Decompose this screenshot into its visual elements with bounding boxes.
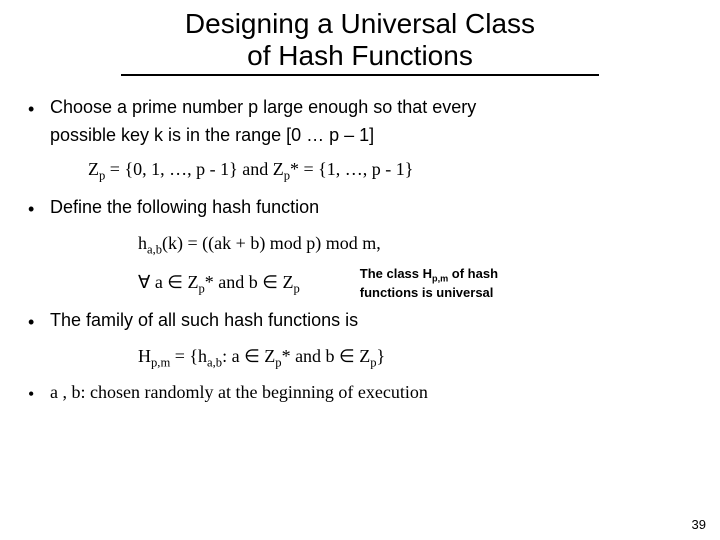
hab-subscript: a,b xyxy=(147,243,162,257)
universal-note: The class Hp,m of hash functions is univ… xyxy=(360,266,550,301)
bullet-1-text: Choose a prime number p large enough so … xyxy=(50,94,692,150)
bullet-marker: • xyxy=(28,194,50,224)
family-rest: : a ∈ Zp* and b ∈ Zp} xyxy=(222,346,385,366)
title-line-1: Designing a Universal Class xyxy=(185,8,535,39)
bullet-marker: • xyxy=(28,379,50,409)
note-part-1: The class H xyxy=(360,266,432,281)
bullet-4-text: a , b: chosen randomly at the beginning … xyxy=(50,379,692,407)
bullet-4: • a , b: chosen randomly at the beginnin… xyxy=(28,379,692,409)
zp-definition: Zp = {0, 1, …, p - 1} and Zp* = {1, …, p… xyxy=(88,156,692,186)
hash-function-formula: ha,b(k) = ((ak + b) mod p) mod m, xyxy=(138,230,692,260)
bullet-1: • Choose a prime number p large enough s… xyxy=(28,94,692,150)
bullet-2: • Define the following hash function xyxy=(28,194,692,224)
bullet-3: • The family of all such hash functions … xyxy=(28,307,692,337)
page-number: 39 xyxy=(692,517,706,532)
family-sub: a,b xyxy=(207,356,222,370)
family-formula: Hp,m = {ha,b: a ∈ Zp* and b ∈ Zp} xyxy=(138,343,692,373)
bullet-1-line-2: possible key k is in the range [0 … p – … xyxy=(50,125,374,145)
bullet-3-text: The family of all such hash functions is xyxy=(50,307,692,335)
title-line-2: of Hash Functions xyxy=(247,40,473,71)
bullet-1-line-1: Choose a prime number p large enough so … xyxy=(50,97,476,117)
note-sub: p,m xyxy=(432,274,448,284)
bullet-marker: • xyxy=(28,307,50,337)
slide: Designing a Universal Class of Hash Func… xyxy=(0,0,720,540)
bullet-marker: • xyxy=(28,94,50,124)
hab-rest: (k) = ((ak + b) mod p) mod m, xyxy=(162,233,381,253)
bullet-2-text: Define the following hash function xyxy=(50,194,692,222)
slide-title: Designing a Universal Class of Hash Func… xyxy=(121,8,599,76)
forall-row: ∀ a ∈ Zp* and b ∈ Zp The class Hp,m of h… xyxy=(138,266,692,301)
forall-formula: ∀ a ∈ Zp* and b ∈ Zp xyxy=(138,272,300,297)
